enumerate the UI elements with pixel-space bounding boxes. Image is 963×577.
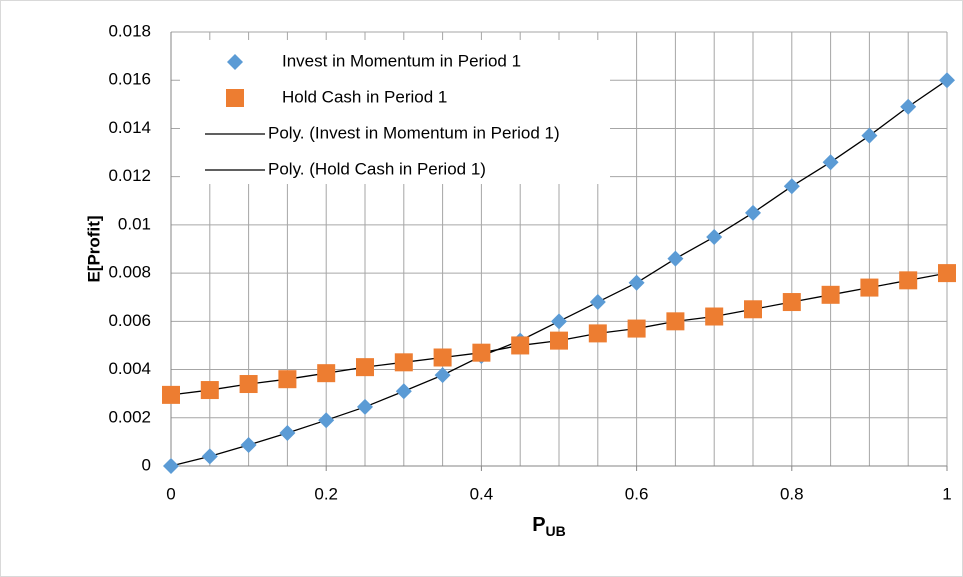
data-point xyxy=(200,381,219,400)
data-point xyxy=(588,324,607,343)
y-tick-label: 0.018 xyxy=(108,21,151,40)
legend-label: Poly. (Invest in Momentum in Period 1) xyxy=(268,123,560,142)
y-tick-label: 0.016 xyxy=(108,70,151,89)
data-point xyxy=(162,385,180,404)
y-tick-label: 0.004 xyxy=(108,359,151,378)
x-tick-label: 0.4 xyxy=(470,484,494,503)
data-point xyxy=(472,343,491,362)
data-point xyxy=(706,228,723,245)
data-point xyxy=(394,353,413,372)
data-point xyxy=(240,437,257,454)
data-point xyxy=(589,294,606,311)
data-point xyxy=(783,178,800,195)
data-point xyxy=(550,331,568,350)
data-point xyxy=(705,307,724,326)
legend-marker xyxy=(226,89,244,107)
y-tick-label: 0.008 xyxy=(108,263,151,282)
x-tick-label: 0 xyxy=(166,484,175,503)
data-point xyxy=(939,72,955,89)
legend-label: Poly. (Hold Cash in Period 1) xyxy=(268,159,486,178)
x-axis-label-sub: UB xyxy=(546,523,566,539)
data-point xyxy=(279,424,296,441)
y-tick-label: 0.002 xyxy=(108,407,151,426)
data-point xyxy=(821,285,840,304)
data-point xyxy=(628,274,645,291)
y-tick-label: 0.014 xyxy=(108,118,151,137)
legend-label: Hold Cash in Period 1 xyxy=(282,87,447,106)
data-point xyxy=(317,364,336,383)
y-tick-label: 0.012 xyxy=(108,166,151,185)
data-point xyxy=(627,319,646,338)
data-point xyxy=(239,375,258,394)
data-point xyxy=(163,458,179,474)
data-point xyxy=(201,448,218,465)
legend-marker xyxy=(227,54,243,70)
data-point xyxy=(900,98,917,115)
data-point xyxy=(356,358,374,377)
data-point xyxy=(745,204,761,221)
data-point xyxy=(278,370,297,389)
x-axis-label: PUB xyxy=(532,514,566,538)
data-point xyxy=(434,367,451,384)
x-tick-label: 0.8 xyxy=(780,484,804,503)
y-tick-label: 0 xyxy=(142,455,151,474)
y-tick-label: 0.006 xyxy=(108,311,151,330)
y-axis-label: E[Profit] xyxy=(84,215,103,282)
data-point xyxy=(899,271,918,290)
data-point xyxy=(822,154,839,171)
data-point xyxy=(357,398,373,415)
data-point xyxy=(744,300,762,319)
legend-label: Invest in Momentum in Period 1 xyxy=(282,51,521,70)
data-point xyxy=(782,293,801,312)
x-axis-label-main: P xyxy=(532,514,545,536)
x-tick-label: 0.2 xyxy=(314,484,338,503)
y-tick-label: 0.01 xyxy=(118,214,151,233)
data-point xyxy=(318,412,335,429)
data-point xyxy=(433,348,452,367)
legend-box xyxy=(180,40,610,184)
data-point xyxy=(861,127,878,144)
x-tick-label: 1 xyxy=(942,484,951,503)
data-point xyxy=(666,312,685,331)
data-point xyxy=(938,264,956,283)
x-tick-label: 0.6 xyxy=(625,484,649,503)
data-point xyxy=(667,250,684,267)
data-point xyxy=(395,383,412,400)
data-point xyxy=(511,336,530,355)
data-point xyxy=(860,278,879,297)
data-point xyxy=(551,313,567,330)
